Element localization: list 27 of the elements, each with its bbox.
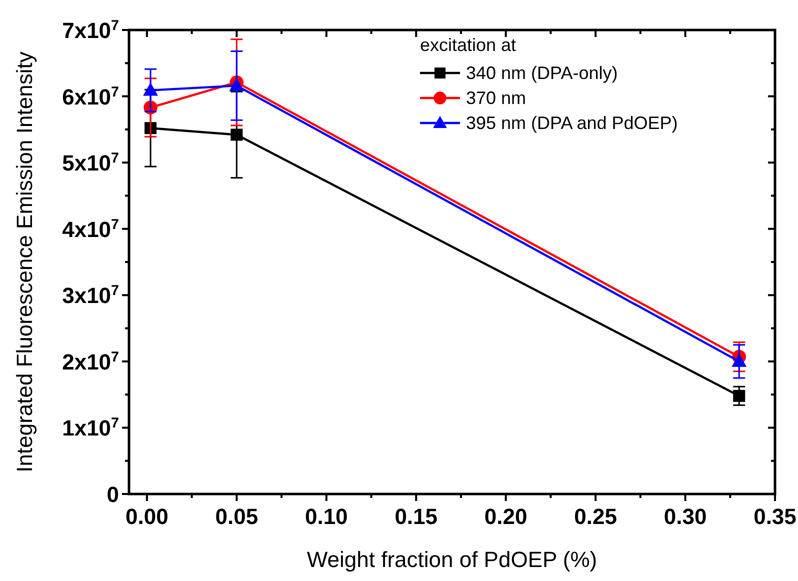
y-tick-label: 4x10$^{7}$ [62,216,120,242]
y-tick-label: 3x10$^{7}$ [62,283,120,308]
y-tick-label: 2x10$^{7}$ [62,349,120,374]
x-tick-label: 0.05 [215,504,258,529]
x-tick-label: 0.00 [126,504,168,529]
point [229,78,244,92]
y-tick-label: 1x10$^{7}$ [62,416,120,441]
x-tick-label: 0.15 [394,504,438,529]
x-axis-title: Weight fraction of PdOEP (%) [306,547,598,572]
y-axis-title: Integrated Fluorescence Emission Intensity [12,52,37,472]
legend-label: 340 nm (DPA-only) [466,63,618,83]
point [143,82,158,96]
legend-title: excitation at [420,35,516,55]
point [732,354,747,367]
x-tick-label: 0.30 [664,504,707,529]
point [733,390,746,402]
y-tick-label: 0 [106,482,119,507]
point [230,128,243,141]
x-tick-label: 0.25 [574,504,617,529]
y-tick-label: 6x10$^{7}$ [62,84,120,110]
x-tick-label: 0.20 [484,504,528,529]
x-tick-label: 0.35 [754,504,796,529]
x-tick-label: 0.10 [304,504,348,529]
y-tick-label: 7x10$^{7}$ [62,18,120,43]
legend-label: 395 nm (DPA and PdOEP) [466,113,678,133]
y-tick-label: 5x10$^{7}$ [62,150,120,176]
legend-label: 370 nm [466,88,526,108]
